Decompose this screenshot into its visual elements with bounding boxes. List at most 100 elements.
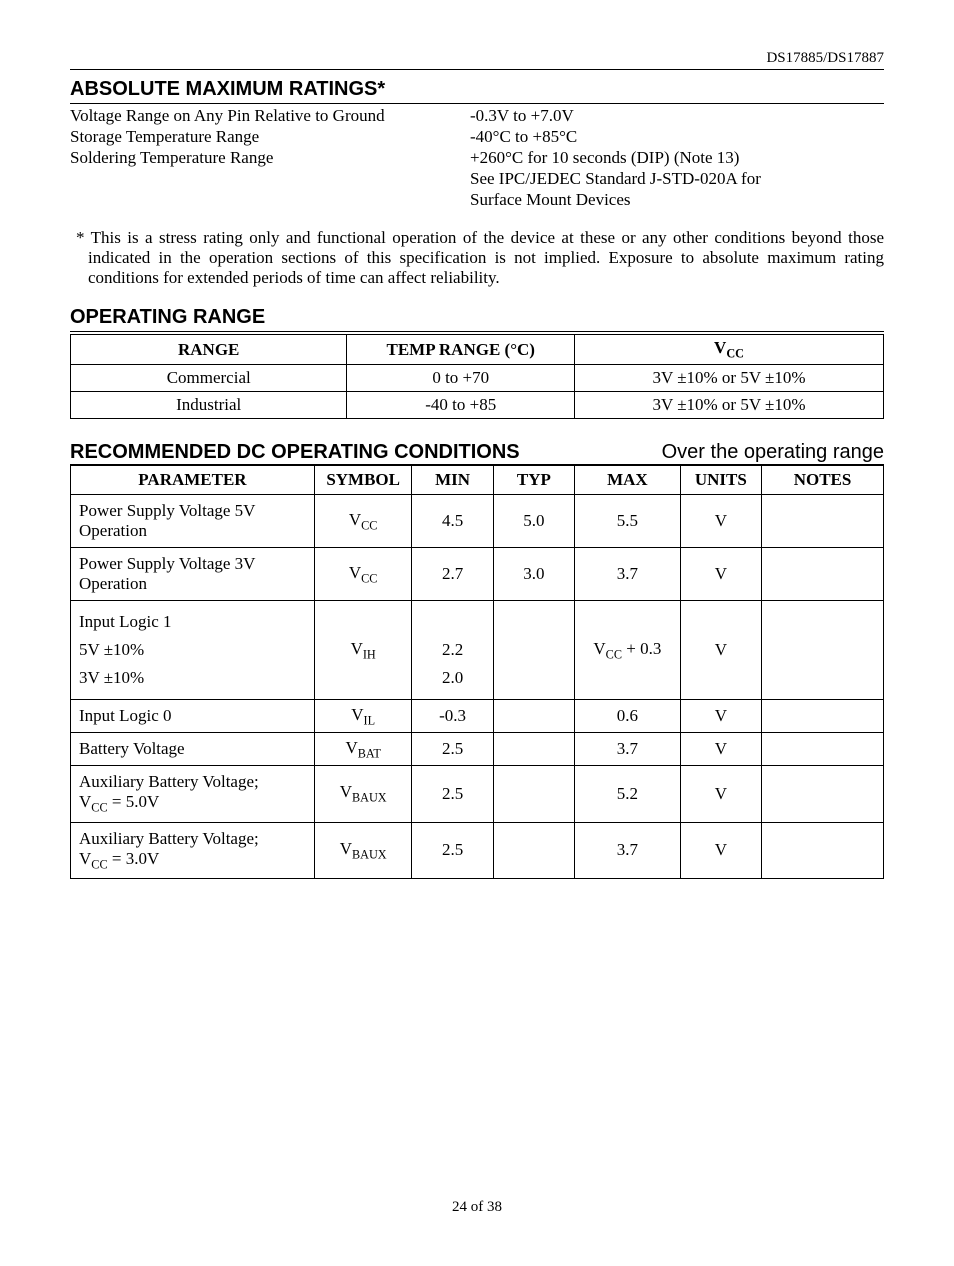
cell-typ: [493, 601, 574, 700]
cell-notes: [762, 548, 884, 601]
cell-max: 5.5: [575, 495, 681, 548]
ratings-row: See IPC/JEDEC Standard J-STD-020A for: [70, 169, 884, 189]
cell-typ: 3.0: [493, 548, 574, 601]
cell-max: 0.6: [575, 700, 681, 733]
cell-units: V: [680, 733, 761, 766]
cell-symbol: VCC: [314, 548, 412, 601]
col-vcc: VCC: [575, 335, 884, 365]
cell-param: Auxiliary Battery Voltage;VCC = 3.0V: [71, 822, 315, 878]
cell-param: Battery Voltage: [71, 733, 315, 766]
cell-typ: [493, 822, 574, 878]
cell-notes: [762, 822, 884, 878]
cell-units: V: [680, 766, 761, 822]
op-range-table: RANGE TEMP RANGE (°C) VCC Commercial 0 t…: [70, 334, 884, 419]
col-notes: NOTES: [762, 466, 884, 495]
cell-typ: 5.0: [493, 495, 574, 548]
cell-max: 3.7: [575, 822, 681, 878]
cell-symbol: VBAT: [314, 733, 412, 766]
ratings-label: Storage Temperature Range: [70, 127, 470, 147]
cell-symbol: VBAUX: [314, 766, 412, 822]
table-row: Auxiliary Battery Voltage;VCC = 5.0VVBAU…: [71, 766, 884, 822]
cell-symbol: VIH: [314, 601, 412, 700]
ratings-label: Voltage Range on Any Pin Relative to Gro…: [70, 106, 470, 126]
ratings-value: -0.3V to +7.0V: [470, 106, 884, 126]
cell-min: -0.3: [412, 700, 493, 733]
cell-units: V: [680, 548, 761, 601]
cell-range: Commercial: [71, 365, 347, 392]
abs-max-title: ABSOLUTE MAXIMUM RATINGS*: [70, 78, 884, 104]
cell-notes: [762, 733, 884, 766]
cell-temp: 0 to +70: [347, 365, 575, 392]
page-footer: 24 of 38: [70, 1199, 884, 1216]
ratings-value: +260°C for 10 seconds (DIP) (Note 13): [470, 148, 884, 168]
ratings-row: Voltage Range on Any Pin Relative to Gro…: [70, 106, 884, 126]
cell-max: 3.7: [575, 733, 681, 766]
table-row: Battery VoltageVBAT2.5 3.7V: [71, 733, 884, 766]
ratings-label: Soldering Temperature Range: [70, 148, 470, 168]
cell-units: V: [680, 495, 761, 548]
dc-subtitle: Over the operating range: [662, 441, 884, 464]
cell-max: VCC + 0.3: [575, 601, 681, 700]
dc-table: PARAMETER SYMBOL MIN TYP MAX UNITS NOTES…: [70, 465, 884, 879]
cell-notes: [762, 766, 884, 822]
table-header-row: RANGE TEMP RANGE (°C) VCC: [71, 335, 884, 365]
cell-units: V: [680, 601, 761, 700]
col-symbol: SYMBOL: [314, 466, 412, 495]
cell-min: 2.7: [412, 548, 493, 601]
col-units: UNITS: [680, 466, 761, 495]
cell-param: Power Supply Voltage 3V Operation: [71, 548, 315, 601]
table-row: Power Supply Voltage 5V OperationVCC4.55…: [71, 495, 884, 548]
cell-min: 2.22.0: [412, 601, 493, 700]
table-row: Input Logic 15V ±10%3V ±10%VIH 2.22.0 VCC…: [71, 601, 884, 700]
cell-vcc: 3V ±10% or 5V ±10%: [575, 392, 884, 419]
cell-typ: [493, 766, 574, 822]
cell-temp: -40 to +85: [347, 392, 575, 419]
cell-symbol: VIL: [314, 700, 412, 733]
col-typ: TYP: [493, 466, 574, 495]
cell-range: Industrial: [71, 392, 347, 419]
cell-symbol: VCC: [314, 495, 412, 548]
table-row: Commercial 0 to +70 3V ±10% or 5V ±10%: [71, 365, 884, 392]
table-header-row: PARAMETER SYMBOL MIN TYP MAX UNITS NOTES: [71, 466, 884, 495]
ratings-row: Surface Mount Devices: [70, 190, 884, 210]
top-rule: [70, 69, 884, 70]
cell-vcc: 3V ±10% or 5V ±10%: [575, 365, 884, 392]
dc-title: RECOMMENDED DC OPERATING CONDITIONS: [70, 441, 520, 464]
dc-header: RECOMMENDED DC OPERATING CONDITIONS Over…: [70, 441, 884, 465]
cell-typ: [493, 733, 574, 766]
ratings-row: Storage Temperature Range -40°C to +85°C: [70, 127, 884, 147]
cell-units: V: [680, 822, 761, 878]
cell-typ: [493, 700, 574, 733]
cell-notes: [762, 495, 884, 548]
abs-max-list: Voltage Range on Any Pin Relative to Gro…: [70, 106, 884, 210]
table-row: Input Logic 0VIL-0.3 0.6V: [71, 700, 884, 733]
abs-max-footnote: * This is a stress rating only and funct…: [70, 228, 884, 288]
ratings-value: -40°C to +85°C: [470, 127, 884, 147]
cell-notes: [762, 601, 884, 700]
col-range: RANGE: [71, 335, 347, 365]
ratings-value: Surface Mount Devices: [470, 190, 884, 210]
table-row: Power Supply Voltage 3V OperationVCC2.73…: [71, 548, 884, 601]
cell-max: 3.7: [575, 548, 681, 601]
ratings-row: Soldering Temperature Range +260°C for 1…: [70, 148, 884, 168]
cell-notes: [762, 700, 884, 733]
cell-max: 5.2: [575, 766, 681, 822]
cell-symbol: VBAUX: [314, 822, 412, 878]
cell-min: 2.5: [412, 733, 493, 766]
op-range-title: OPERATING RANGE: [70, 306, 884, 332]
col-temp: TEMP RANGE (°C): [347, 335, 575, 365]
cell-param: Input Logic 15V ±10%3V ±10%: [71, 601, 315, 700]
cell-param: Auxiliary Battery Voltage;VCC = 5.0V: [71, 766, 315, 822]
cell-min: 2.5: [412, 766, 493, 822]
ratings-value: See IPC/JEDEC Standard J-STD-020A for: [470, 169, 884, 189]
part-number: DS17885/DS17887: [70, 50, 884, 67]
table-row: Auxiliary Battery Voltage;VCC = 3.0VVBAU…: [71, 822, 884, 878]
cell-units: V: [680, 700, 761, 733]
table-row: Industrial -40 to +85 3V ±10% or 5V ±10%: [71, 392, 884, 419]
col-max: MAX: [575, 466, 681, 495]
col-min: MIN: [412, 466, 493, 495]
cell-min: 2.5: [412, 822, 493, 878]
cell-param: Power Supply Voltage 5V Operation: [71, 495, 315, 548]
cell-min: 4.5: [412, 495, 493, 548]
cell-param: Input Logic 0: [71, 700, 315, 733]
